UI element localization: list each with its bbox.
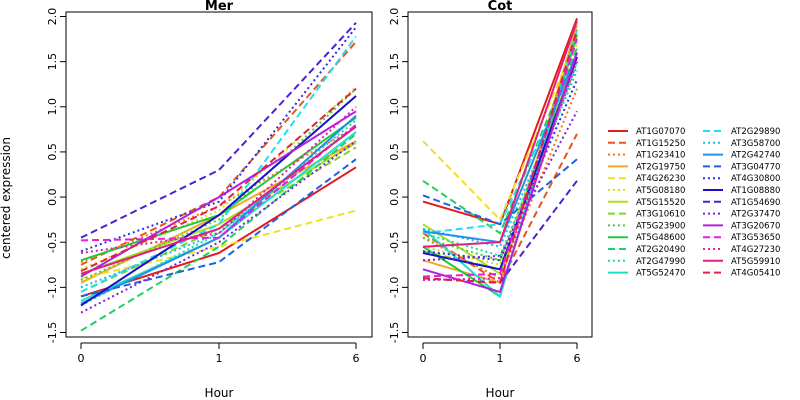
- y-tick-label: 1.0: [388, 98, 401, 116]
- y-tick-label: 1.5: [388, 53, 401, 71]
- plot-frame: [65, 11, 373, 338]
- legend-label: AT3G04770: [731, 162, 780, 172]
- panel-cot: Cot -1.5 -1.0 -0.5 0.0 0.5 1.0 1.5 2.0 0 1 6 Hour: [388, 0, 593, 400]
- y-tick-label: 0.0: [388, 188, 401, 206]
- x-tick-label: 0: [78, 352, 85, 365]
- legend-label: AT2G47990: [636, 257, 685, 267]
- legend-label: AT5G48600: [636, 233, 685, 243]
- series-line-at3g04770: [422, 158, 578, 226]
- legend-label: AT2G19750: [636, 162, 685, 172]
- legend-label: AT5G52470: [636, 269, 685, 279]
- y-tick-label: 2.0: [388, 8, 401, 26]
- series-line-at4g05410: [422, 29, 578, 284]
- series-line-at4g26230: [80, 209, 357, 280]
- legend-label: AT2G20490: [636, 245, 685, 255]
- series-line-at3g53650: [422, 38, 578, 278]
- x-tick-label: 6: [574, 352, 581, 365]
- series-line-at2g20490: [80, 133, 357, 332]
- series-line-at5g08180: [80, 86, 357, 271]
- y-tick-label: 0.5: [46, 143, 59, 161]
- x-tick-label: 1: [216, 352, 223, 365]
- y-tick-label: -0.5: [46, 231, 59, 252]
- legend-label: AT5G15520: [636, 198, 685, 208]
- legend-label: AT2G37470: [731, 210, 780, 220]
- series-line-at3g04770: [80, 158, 357, 298]
- y-tick-label: 0.0: [46, 188, 59, 206]
- x-tick-label: 6: [353, 352, 360, 365]
- series-line-at5g15520: [80, 142, 357, 275]
- series-line-at5g52470: [422, 29, 578, 299]
- x-tick-label: 1: [497, 352, 504, 365]
- series-line-at2g37470: [80, 140, 357, 314]
- series-line-at4g26230: [422, 38, 578, 222]
- panel-title: Mer: [205, 0, 234, 14]
- legend-label: AT2G29890: [731, 127, 780, 137]
- y-tick-label: -1.5: [46, 322, 59, 343]
- series-line-at2g29890: [80, 35, 357, 293]
- x-axis-label: Hour: [205, 386, 234, 400]
- series-line-at1g08880: [80, 95, 357, 307]
- y-tick-label: -1.5: [388, 322, 401, 343]
- series-line-at1g54690: [80, 22, 357, 239]
- series-line-at5g59910: [80, 125, 357, 275]
- y-tick-label: 2.0: [46, 8, 59, 26]
- y-axis-label: centered expression: [0, 137, 13, 259]
- y-tick-label: -0.5: [388, 231, 401, 252]
- x-tick-label: 0: [420, 352, 427, 365]
- legend-label: AT2G42740: [731, 151, 780, 161]
- legend-label: AT1G54690: [731, 198, 780, 208]
- legend-label: AT3G20670: [731, 221, 780, 231]
- series-line-at3g10610: [80, 146, 357, 293]
- y-tick-label: -1.0: [46, 277, 59, 298]
- panel-title: Cot: [488, 0, 513, 14]
- legend-label: AT1G15250: [636, 139, 685, 149]
- series-line-at4g30800: [80, 26, 357, 253]
- legend-label: AT5G08180: [636, 186, 685, 196]
- series-line-at1g15250: [80, 41, 357, 266]
- y-tick-label: 1.0: [46, 98, 59, 116]
- x-axis-label: Hour: [486, 386, 515, 400]
- y-tick-label: -1.0: [388, 277, 401, 298]
- series-line-at2g20490: [422, 47, 578, 235]
- legend-label: AT5G23900: [636, 221, 685, 231]
- series-line-at4g27230: [80, 106, 357, 254]
- panel-mer: Mer -1.5 -1.0 -0.5 0.0 0.5 1.0 1.5 2.0 0 1 6 Hour: [46, 0, 373, 400]
- legend-label: AT4G27230: [731, 245, 780, 255]
- legend-label: AT5G59910: [731, 257, 780, 267]
- legend-label: AT4G05410: [731, 269, 780, 279]
- legend-label: AT3G53650: [731, 233, 780, 243]
- series-line-at5g59910: [422, 20, 578, 248]
- legend-label: AT3G58700: [731, 139, 780, 149]
- legend-label: AT1G07070: [636, 127, 685, 137]
- series-line-at4g05410: [80, 87, 357, 273]
- y-tick-label: 0.5: [388, 143, 401, 161]
- y-tick-label: 1.5: [46, 53, 59, 71]
- series-line-at4g30800: [422, 79, 578, 262]
- legend-label: AT4G26230: [636, 174, 685, 184]
- series-line-at1g07070: [80, 166, 357, 298]
- legend-label: AT1G23410: [636, 151, 685, 161]
- series-line-at2g37470: [422, 110, 578, 262]
- legend-label: AT4G30800: [731, 174, 780, 184]
- legend-label: AT3G10610: [636, 210, 685, 220]
- series-line-at2g47990: [422, 70, 578, 258]
- plot-frame: [407, 11, 593, 338]
- series-line-at3g53650: [80, 124, 357, 242]
- legend-label: AT1G08880: [731, 186, 780, 196]
- series-line-at5g23900: [80, 87, 357, 282]
